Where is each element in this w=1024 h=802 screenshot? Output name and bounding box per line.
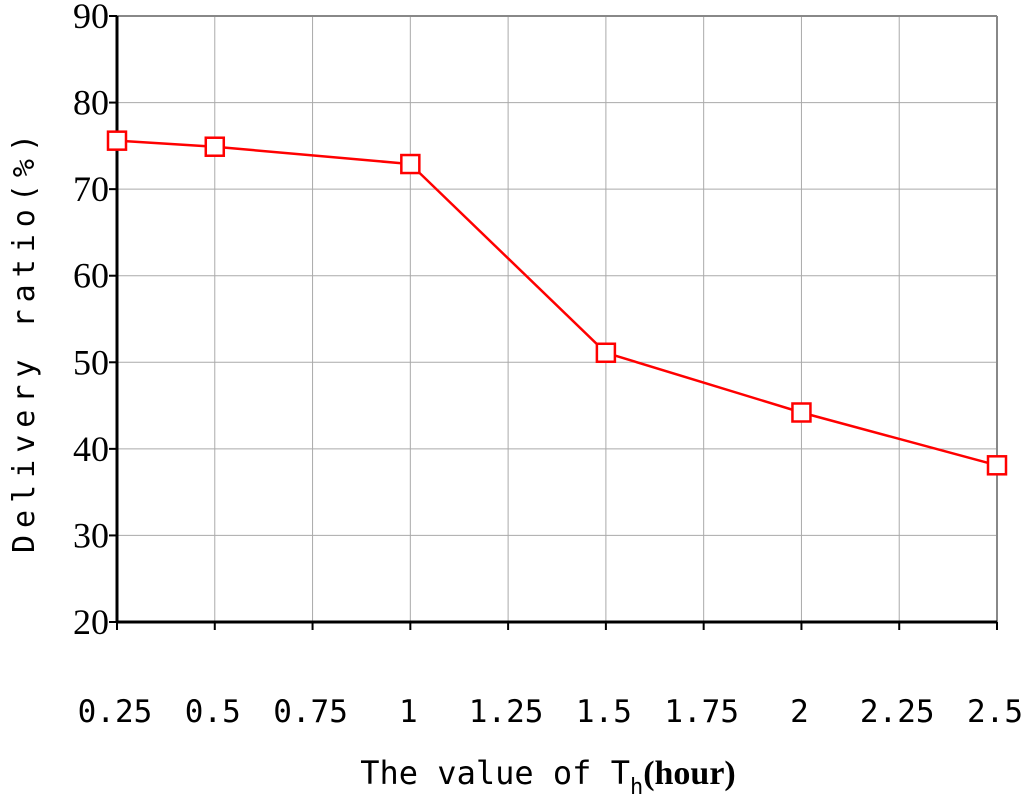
series-line — [116, 139, 998, 467]
x-tick-label: 2.5 — [967, 694, 1023, 730]
x-tick-label: 1.25 — [469, 694, 544, 730]
data-point-marker — [204, 136, 226, 157]
data-point-marker — [400, 153, 421, 175]
x-tick-label: 1 — [399, 694, 418, 730]
y-tick-label: 30 — [73, 515, 109, 555]
data-point-marker — [791, 402, 812, 423]
data-point-marker — [986, 455, 1008, 476]
x-axis-label-suffix: (hour) — [643, 755, 736, 792]
y-tick-labels: 20 30 40 50 60 70 80 90 — [73, 0, 109, 642]
x-tick-label: 1.5 — [576, 694, 632, 730]
grid — [117, 16, 997, 622]
x-tick-label: 0.75 — [273, 694, 348, 730]
x-tick-labels: 0.25 0.5 0.75 1 1.25 1.5 1.75 2 2.25 2.5 — [78, 694, 1023, 730]
y-tick-label: 80 — [73, 83, 109, 123]
y-axis-label: Delivery ratio(%) — [7, 127, 42, 553]
y-tick-label: 50 — [73, 342, 109, 382]
x-tick-label: 0.5 — [185, 694, 241, 730]
x-tick-label: 1.75 — [664, 694, 739, 730]
x-tick-label: 0.25 — [78, 694, 153, 730]
y-tick-label: 70 — [73, 169, 109, 209]
axes — [109, 15, 998, 630]
y-tick-label: 90 — [73, 0, 109, 36]
y-tick-label: 20 — [73, 602, 109, 642]
y-tick-label: 40 — [73, 429, 109, 469]
data-point-marker — [595, 342, 617, 364]
series — [106, 130, 1008, 476]
data-point-marker — [106, 130, 128, 151]
y-tick-label: 60 — [73, 256, 109, 296]
x-axis-label-prefix: The value of T — [360, 754, 630, 792]
x-axis-label: The value of Th(hour) — [360, 754, 736, 800]
x-tick-label: 2 — [790, 694, 809, 730]
x-axis-label-subscript: h — [630, 775, 643, 800]
x-tick-label: 2.25 — [860, 694, 935, 730]
